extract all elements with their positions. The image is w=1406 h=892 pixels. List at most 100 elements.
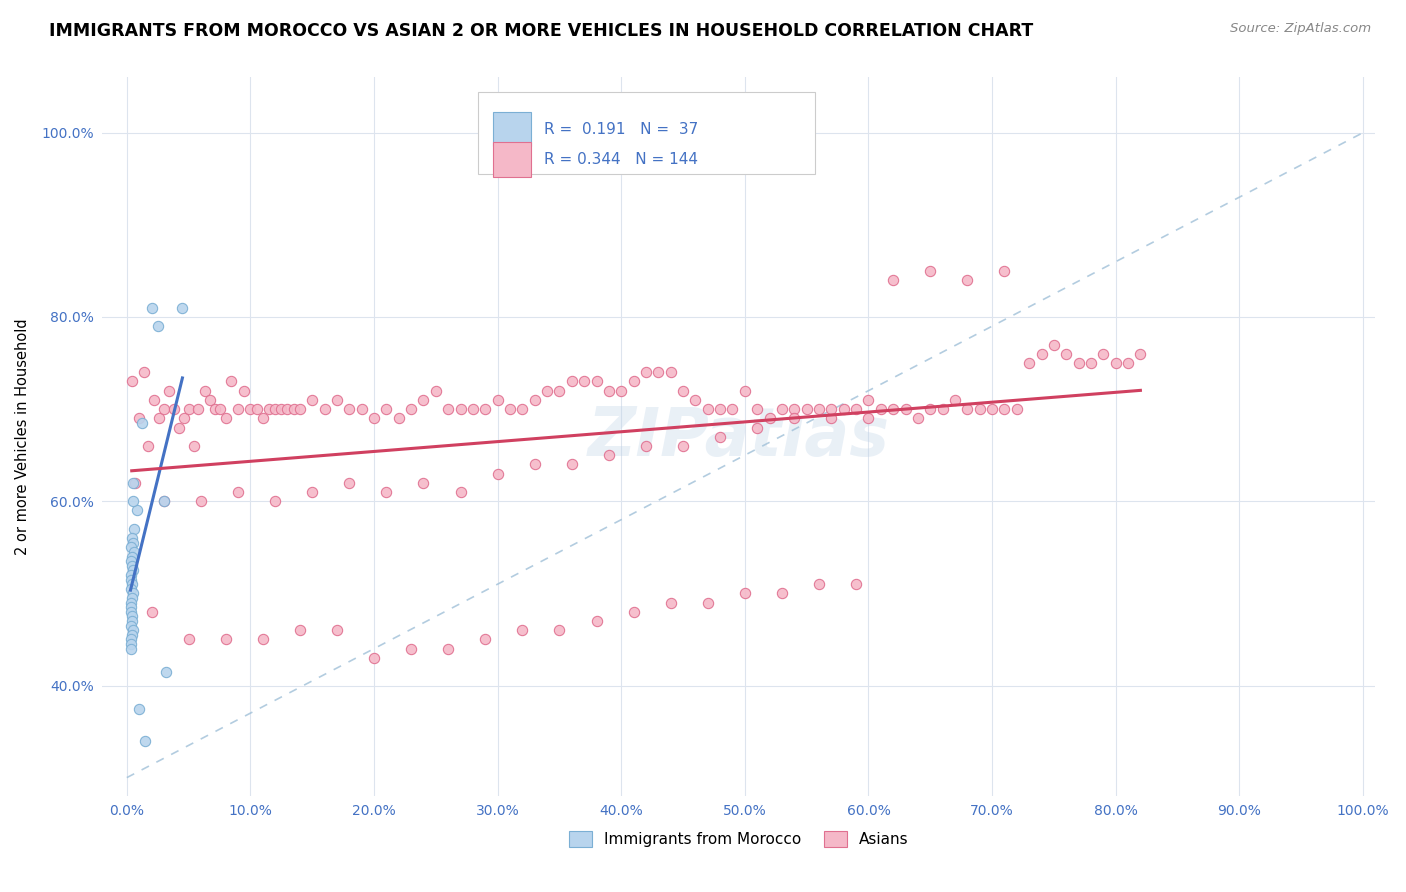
Point [121, 609, 143, 624]
Point [943, 392, 966, 407]
Point [721, 402, 744, 417]
Point [1005, 402, 1028, 417]
Point [226, 485, 249, 500]
Point [709, 430, 731, 444]
Point [337, 402, 360, 417]
FancyBboxPatch shape [494, 112, 531, 146]
Point [136, 439, 159, 453]
Point [146, 319, 169, 334]
Point [122, 535, 145, 549]
Point [585, 375, 607, 389]
Point [155, 665, 177, 679]
Point [120, 618, 142, 632]
Point [598, 448, 620, 462]
Point [187, 402, 209, 417]
Point [832, 402, 855, 417]
FancyBboxPatch shape [478, 92, 815, 175]
Point [598, 384, 620, 398]
Point [157, 384, 180, 398]
Point [869, 402, 891, 417]
Point [120, 573, 142, 587]
Point [758, 411, 780, 425]
Point [770, 586, 793, 600]
FancyBboxPatch shape [494, 143, 531, 177]
Point [647, 365, 669, 379]
Point [264, 402, 287, 417]
Point [183, 439, 205, 453]
Point [499, 402, 522, 417]
Point [141, 605, 163, 619]
Point [474, 632, 496, 647]
Point [194, 384, 217, 398]
Point [450, 402, 472, 417]
Point [363, 651, 385, 665]
Point [523, 392, 546, 407]
Point [283, 402, 305, 417]
Point [375, 402, 398, 417]
Point [548, 384, 571, 398]
Point [233, 384, 256, 398]
Point [122, 586, 145, 600]
Point [128, 701, 150, 715]
Text: IMMIGRANTS FROM MOROCCO VS ASIAN 2 OR MORE VEHICLES IN HOUSEHOLD CORRELATION CHA: IMMIGRANTS FROM MOROCCO VS ASIAN 2 OR MO… [49, 22, 1033, 40]
Point [153, 402, 176, 417]
Point [523, 458, 546, 472]
Point [585, 614, 607, 628]
Point [894, 402, 917, 417]
Point [120, 605, 142, 619]
Point [474, 402, 496, 417]
Point [121, 558, 143, 573]
Point [956, 273, 979, 287]
Point [257, 402, 280, 417]
Point [461, 402, 484, 417]
Point [153, 494, 176, 508]
Point [969, 402, 991, 417]
Point [1080, 356, 1102, 370]
Point [450, 485, 472, 500]
Text: ZIPatıas: ZIPatıas [588, 404, 890, 470]
Point [399, 641, 422, 656]
Point [122, 624, 145, 638]
Point [907, 411, 929, 425]
Point [747, 402, 769, 417]
Point [845, 577, 868, 591]
Point [931, 402, 953, 417]
Point [858, 411, 880, 425]
Point [412, 392, 434, 407]
Point [734, 384, 756, 398]
Point [121, 628, 143, 642]
Point [734, 586, 756, 600]
Point [134, 733, 156, 747]
Point [747, 420, 769, 434]
Point [882, 402, 904, 417]
Point [245, 402, 267, 417]
Point [696, 596, 718, 610]
Point [120, 568, 142, 582]
Point [845, 402, 868, 417]
Point [163, 402, 186, 417]
Point [1116, 356, 1139, 370]
Point [659, 365, 682, 379]
Point [1054, 347, 1077, 361]
Point [709, 402, 731, 417]
Point [783, 402, 806, 417]
Point [696, 402, 718, 417]
Point [153, 494, 176, 508]
Text: R = 0.344   N = 144: R = 0.344 N = 144 [544, 152, 697, 167]
Point [1018, 356, 1040, 370]
Point [124, 475, 146, 490]
Point [177, 402, 200, 417]
Point [1129, 347, 1152, 361]
Point [252, 632, 274, 647]
Point [122, 475, 145, 490]
Point [882, 273, 904, 287]
Point [167, 420, 190, 434]
Point [264, 494, 287, 508]
Point [121, 591, 143, 605]
Point [132, 365, 155, 379]
Point [808, 402, 831, 417]
Point [820, 411, 842, 425]
Point [783, 411, 806, 425]
Point [808, 577, 831, 591]
Point [1067, 356, 1090, 370]
